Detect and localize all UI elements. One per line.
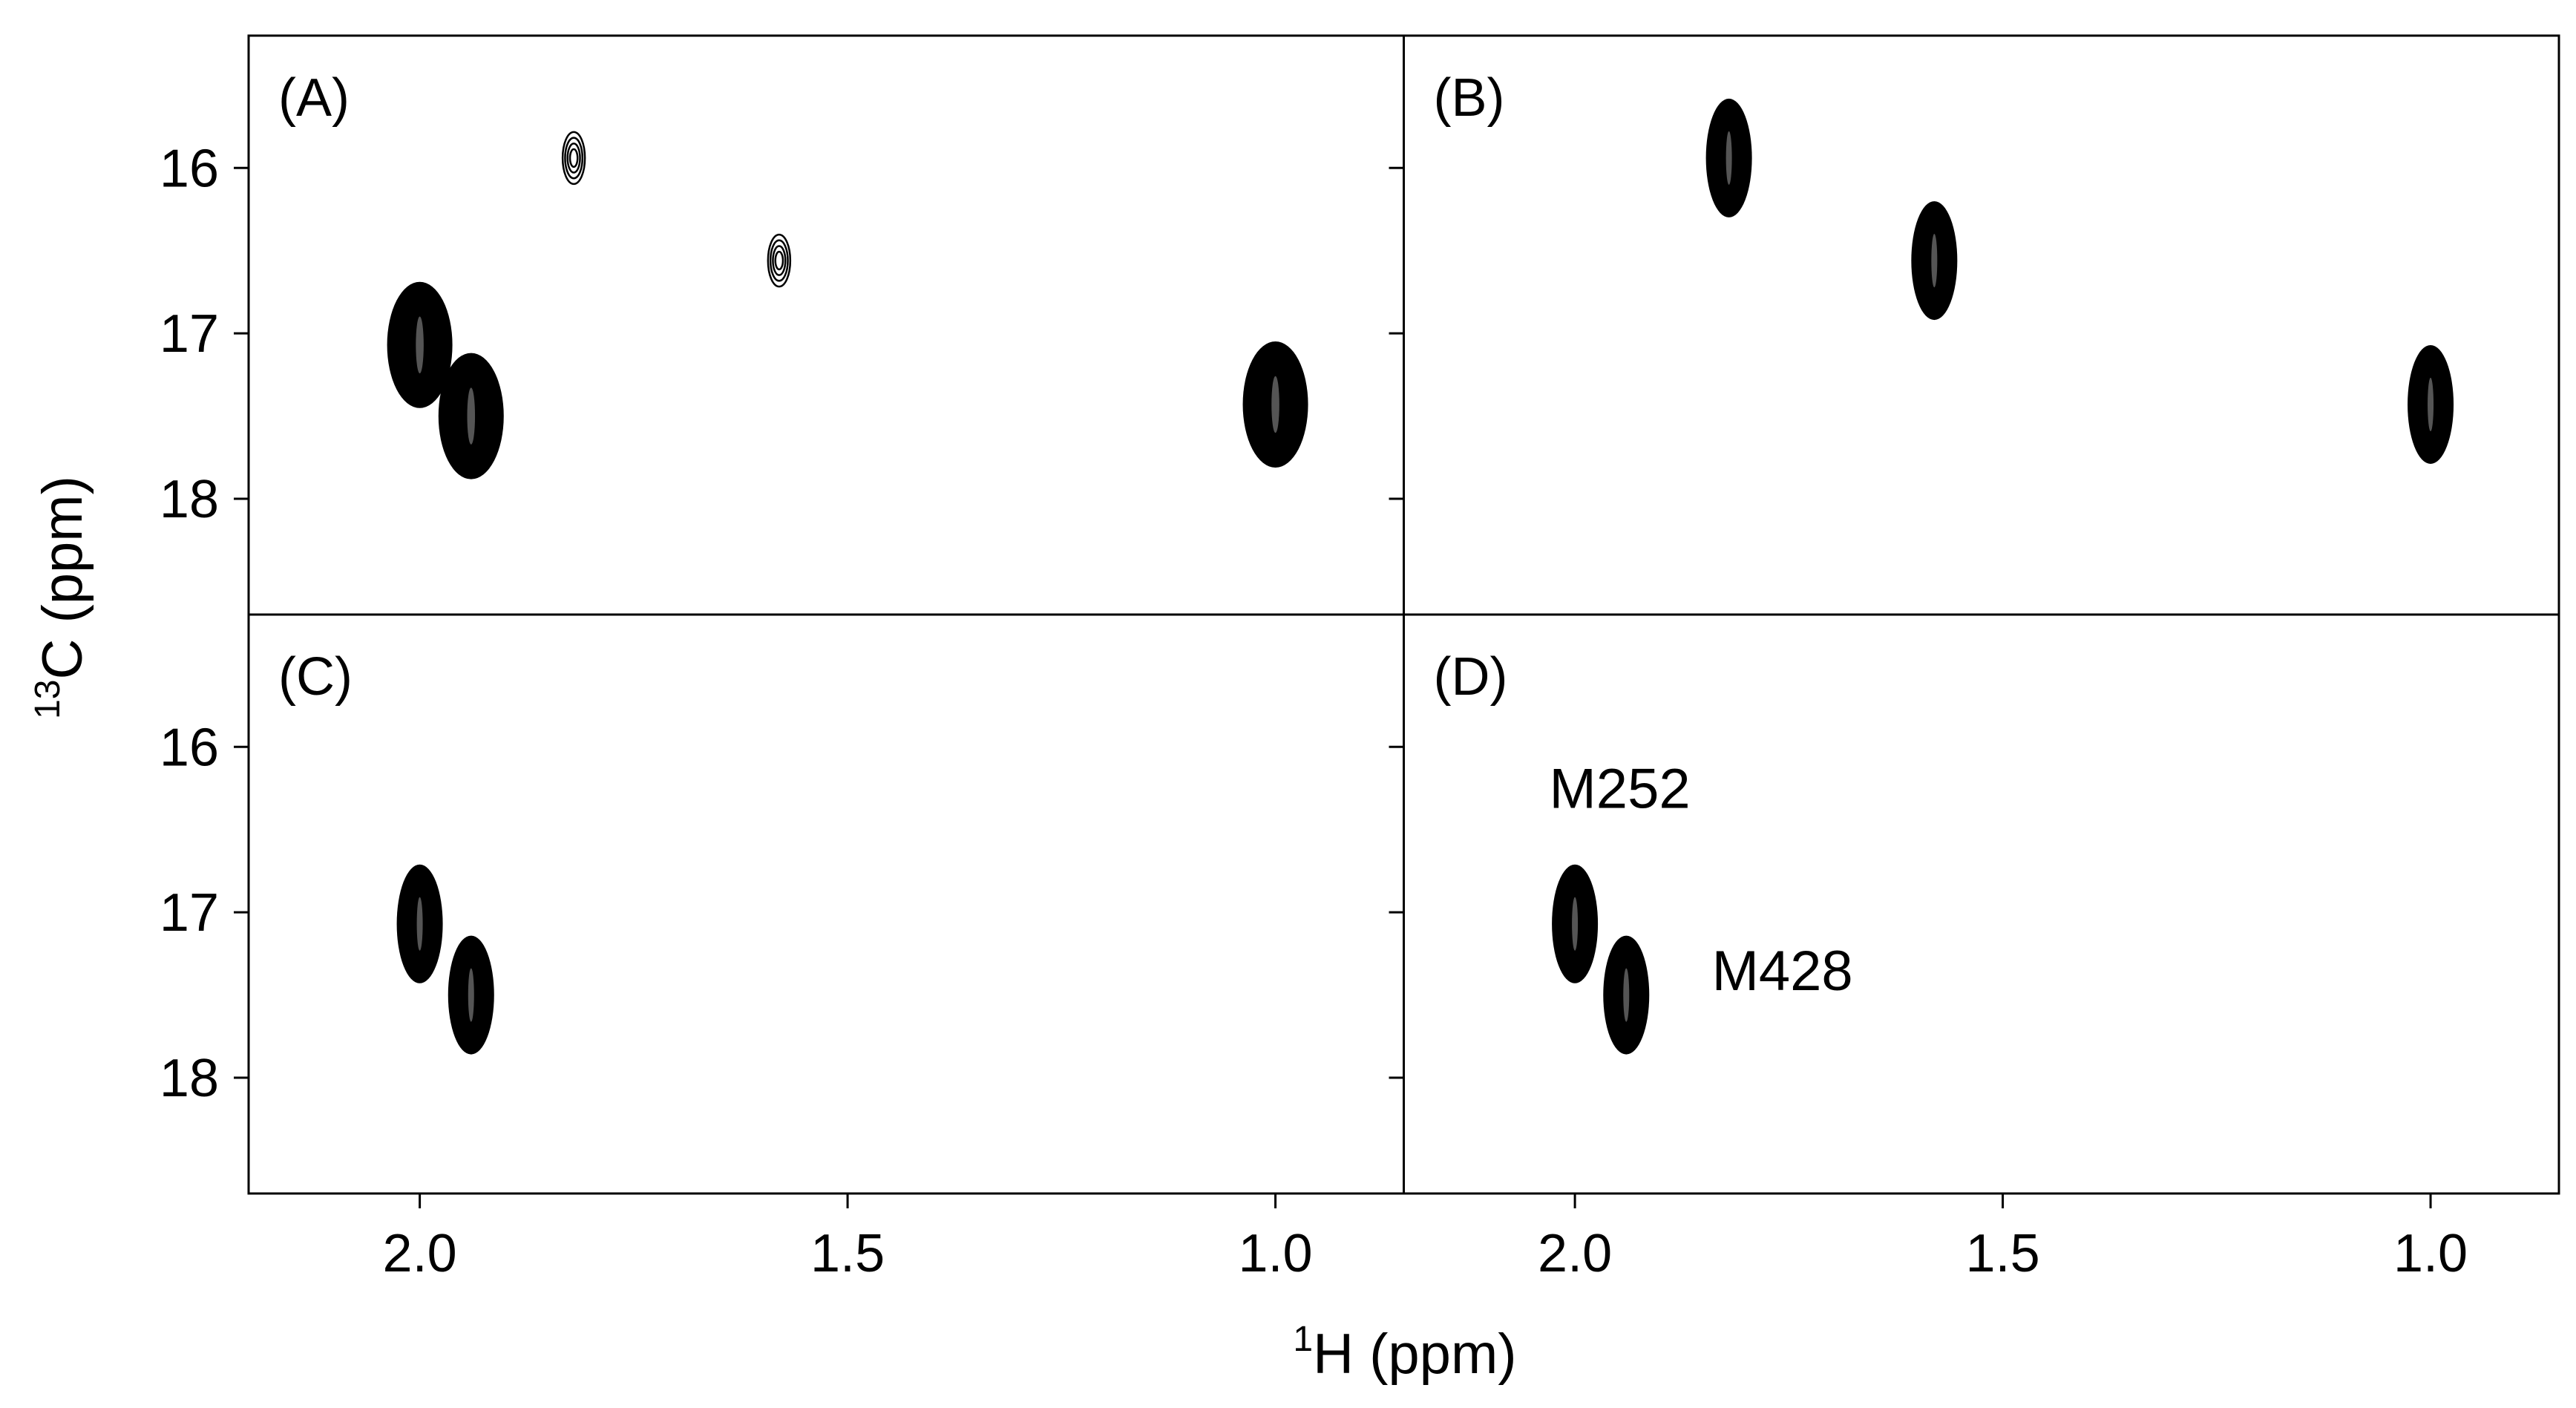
peak-core	[1931, 234, 1938, 288]
peak-core	[416, 316, 424, 373]
peak	[1242, 341, 1308, 468]
peak	[1705, 98, 1752, 217]
panel-label: (D)	[1434, 647, 1508, 707]
peak-core	[468, 968, 474, 1022]
peak	[1552, 864, 1599, 983]
peak	[1603, 935, 1650, 1055]
y-axis-title-superscript: 13	[28, 680, 68, 719]
peak-contour	[561, 131, 586, 186]
y-tick-label: 17	[160, 883, 219, 943]
peak-contour	[772, 245, 787, 276]
peak-core	[1623, 968, 1630, 1022]
y-tick-label: 16	[160, 139, 219, 198]
panel-frame	[1403, 34, 2560, 616]
x-tick-label: 2.0	[1538, 1224, 1612, 1283]
peak-core	[467, 387, 476, 445]
panel-label: (A)	[278, 68, 350, 128]
peak-contour	[564, 137, 584, 180]
x-tick-label: 1.0	[1239, 1224, 1313, 1283]
peak-annotation: M428	[1712, 940, 1853, 1003]
x-axis-title-text: H (ppm)	[1313, 1323, 1516, 1386]
x-tick-label: 1.5	[1966, 1224, 2040, 1283]
peak-contour	[568, 148, 579, 168]
peak	[561, 131, 586, 186]
x-axis-title-superscript: 1	[1293, 1320, 1313, 1359]
panel-1: (A)	[247, 34, 1405, 616]
peak-contour	[774, 250, 784, 271]
peak-contour	[769, 239, 789, 282]
peak	[448, 935, 494, 1055]
y-axis-title-text: C (ppm)	[31, 476, 94, 679]
peak	[1911, 201, 1958, 321]
panel-label: (B)	[1434, 68, 1505, 128]
peak-core	[1572, 897, 1579, 951]
y-tick-label: 18	[160, 1049, 219, 1108]
y-tick-label: 18	[160, 470, 219, 529]
panels-layer: (A) (B) (C) (D) M252 M428	[247, 34, 2560, 1195]
peak	[767, 233, 792, 288]
peak-core	[2428, 377, 2434, 431]
panel-3: (C)	[247, 613, 1405, 1195]
peak-core	[416, 897, 423, 951]
x-tick-label: 1.5	[810, 1224, 885, 1283]
y-tick-label: 17	[160, 304, 219, 364]
peak	[438, 353, 504, 479]
peak	[2408, 344, 2454, 464]
panel-4: (D) M252 M428	[1403, 613, 2560, 1195]
x-tick-label: 2.0	[383, 1224, 457, 1283]
peak	[387, 281, 453, 408]
peak-annotation: M252	[1550, 758, 1691, 821]
x-tick-label: 1.0	[2393, 1224, 2468, 1283]
panel-2: (B)	[1403, 34, 2560, 616]
peak-contour	[767, 233, 792, 288]
peak-contour	[566, 143, 581, 174]
peak-core	[1271, 376, 1279, 433]
y-tick-label: 16	[160, 718, 219, 777]
y-axis-title: 13C (ppm)	[28, 476, 94, 719]
x-axis-title: 1H (ppm)	[1293, 1320, 1516, 1386]
peak	[396, 864, 443, 983]
peak-core	[1725, 131, 1732, 185]
panel-label: (C)	[278, 647, 353, 707]
axes-layer: 16 17 18 16 17 18 2.0 1.5 1.0 2.0 1.5 1.0	[160, 139, 2468, 1283]
panel-frame	[1403, 613, 2560, 1195]
